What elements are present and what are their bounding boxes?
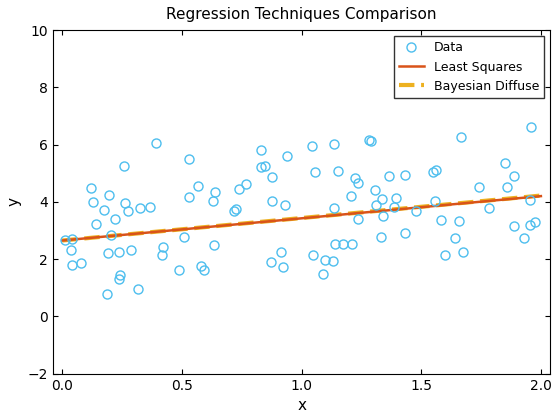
Line: Data: Data: [60, 123, 540, 298]
Title: Regression Techniques Comparison: Regression Techniques Comparison: [166, 7, 437, 22]
Data: [528, 124, 534, 129]
Data: [475, 184, 482, 189]
X-axis label: x: x: [297, 398, 306, 413]
Data: [104, 291, 111, 297]
Data: [61, 237, 68, 242]
Data: [321, 257, 328, 262]
Data: [532, 219, 539, 224]
Legend: Data, Least Squares, Bayesian Diffuse: Data, Least Squares, Bayesian Diffuse: [394, 36, 544, 98]
Data: [115, 276, 122, 281]
Data: [340, 242, 347, 247]
Data: [135, 286, 142, 291]
Data: [402, 231, 408, 236]
Y-axis label: y: y: [7, 197, 22, 206]
